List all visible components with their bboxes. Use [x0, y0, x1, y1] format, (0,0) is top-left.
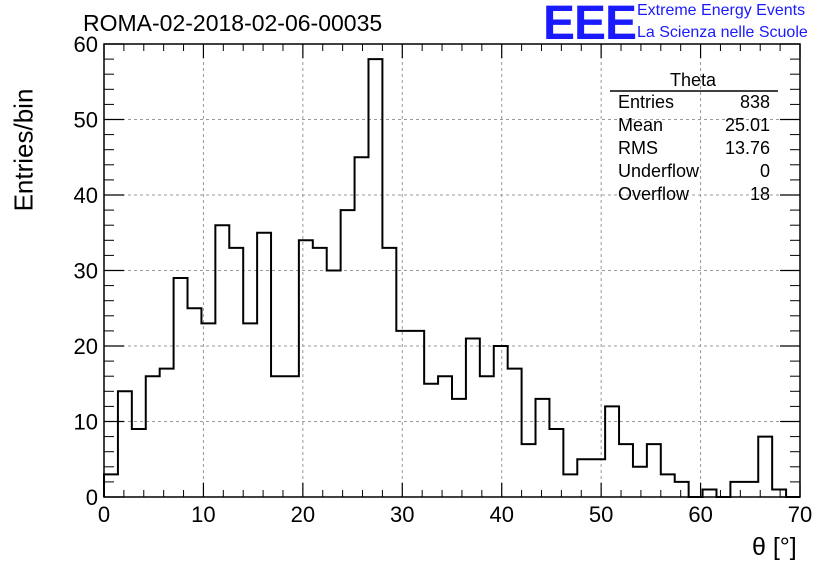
- histogram-title: ROMA-02-2018-02-06-00035: [83, 10, 383, 36]
- histogram-outline: [103, 58, 800, 498]
- plot-frame: [103, 43, 801, 498]
- stats-title: Theta: [669, 70, 717, 90]
- stats-label: Mean: [618, 115, 664, 135]
- x-tick-label: 10: [191, 502, 215, 527]
- y-tick-labels: 0 10 20 30 40 50 60: [74, 32, 98, 510]
- x-tick-label: 30: [390, 502, 414, 527]
- logo-tagline-1: Extreme Energy Events: [637, 2, 806, 19]
- y-tick-label: 30: [74, 259, 98, 284]
- eee-logo-mark: EEE: [543, 0, 637, 50]
- stats-value: 13.76: [724, 138, 770, 158]
- y-tick-label: 0: [86, 485, 98, 510]
- x-tick-label: 20: [291, 502, 315, 527]
- y-tick-label: 50: [74, 108, 98, 133]
- stats-value: 25.01: [724, 115, 770, 135]
- x-tick-labels: 0 10 20 30 40 50 60 70: [98, 502, 812, 527]
- x-axis-label: θ [°]: [752, 533, 797, 561]
- stats-label: Underflow: [618, 161, 700, 181]
- y-tick-label: 60: [74, 32, 98, 57]
- logo-tagline-2: La Scienza nelle Scuole: [637, 24, 808, 41]
- x-tick-label: 60: [688, 502, 712, 527]
- x-tick-label: 40: [489, 502, 513, 527]
- stats-label: Overflow: [618, 184, 690, 204]
- stats-value: 0: [759, 161, 770, 181]
- x-tick-label: 50: [589, 502, 613, 527]
- axis-ticks: [103, 43, 801, 498]
- x-tick-label: 0: [98, 502, 110, 527]
- stats-label: RMS: [618, 138, 658, 158]
- stats-label: Entries: [618, 92, 675, 112]
- y-tick-label: 40: [74, 183, 98, 208]
- stats-value: 838: [739, 92, 770, 112]
- y-tick-label: 10: [74, 410, 98, 435]
- y-tick-label: 20: [74, 334, 98, 359]
- stats-value: 18: [749, 184, 770, 204]
- x-tick-label: 70: [788, 502, 812, 527]
- grid-lines: [104, 44, 800, 497]
